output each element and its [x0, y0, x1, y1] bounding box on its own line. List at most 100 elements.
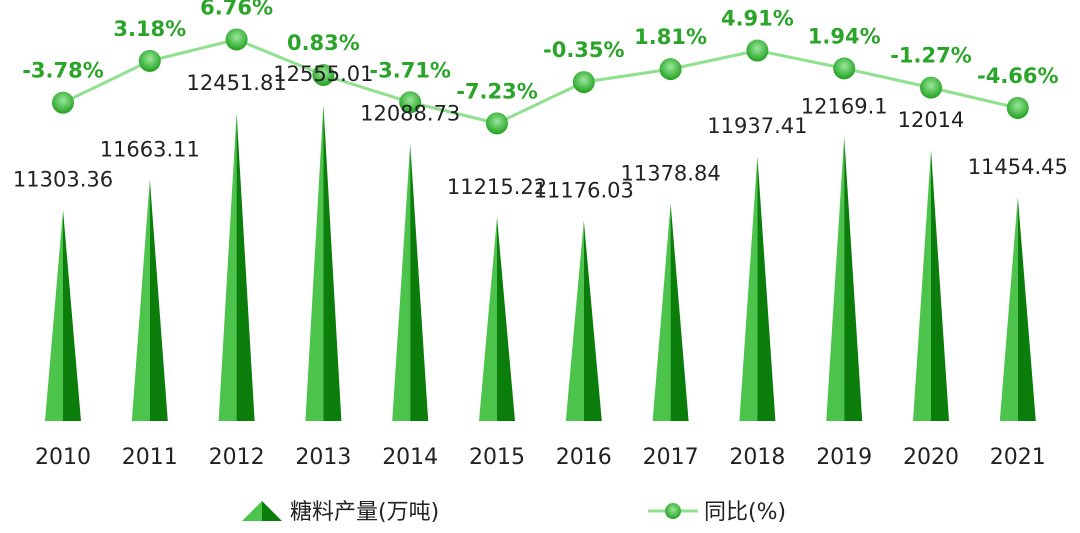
bar-left-face: [652, 203, 671, 421]
bar-2013: [305, 104, 342, 421]
yoy-point-2012: [225, 28, 248, 51]
legend: 糖料产量(万吨) 同比(%): [242, 500, 786, 525]
bar-2010: [45, 209, 81, 421]
legend-item-bar: 糖料产量(万吨): [242, 500, 439, 525]
x-tick-2011: 2011: [122, 445, 178, 470]
bar-left-face: [999, 196, 1018, 421]
bar-left-face: [826, 136, 845, 421]
yoy-point-2021: [1006, 96, 1029, 119]
yoy-value-label-2014: -3.71%: [369, 58, 451, 82]
bar-value-label-2014: 12088.73: [360, 101, 460, 125]
x-tick-2014: 2014: [382, 445, 438, 470]
bar-2012: [218, 112, 255, 421]
yoy-point-2018: [746, 39, 769, 62]
bar-value-label-2011: 11663.11: [100, 137, 200, 161]
yoy-point-2015: [486, 112, 508, 135]
yoy-line: [62, 37, 1019, 125]
bar-left-face: [305, 104, 324, 421]
bar-left-face: [45, 209, 63, 421]
bar-left-face: [131, 179, 150, 421]
x-tick-2019: 2019: [816, 445, 872, 470]
bar-right-face: [931, 149, 949, 421]
bar-2018: [739, 156, 776, 421]
x-tick-2017: 2017: [643, 445, 699, 470]
bar-value-label-2019: 12169.1: [801, 95, 888, 119]
bar-value-label-2013: 12555.01: [273, 62, 373, 86]
yoy-point-2020: [920, 76, 942, 99]
bar-value-label-2016: 11176.03: [534, 178, 634, 202]
yoy-point-2010: [52, 91, 74, 114]
bar-right-face: [497, 217, 515, 421]
bar-value-label-2010: 11303.36: [13, 168, 113, 192]
yoy-point-2014: [399, 91, 422, 114]
bar-left-face: [565, 220, 584, 421]
legend-marker-swatch: [665, 503, 681, 519]
bar-value-label-2020: 12014: [898, 108, 965, 132]
bar-left-face: [392, 143, 411, 422]
bar-right-face: [236, 112, 255, 421]
bar-value-label-2012: 12451.81: [186, 71, 286, 95]
yoy-point-2011: [138, 49, 161, 72]
yoy-point-2017: [659, 58, 682, 81]
yoy-value-label-2017: 1.81%: [634, 25, 707, 49]
x-tick-2020: 2020: [903, 445, 959, 470]
line-value-labels: -3.78% 3.18% 6.76% 0.83% -3.71%-7.23%-0.35% 1…: [22, 0, 1058, 103]
yoy-value-label-2018: 4.91%: [721, 7, 794, 31]
bar-right-face: [670, 203, 689, 421]
bar-right-face: [149, 179, 168, 421]
yoy-value-label-2021: -4.66%: [977, 64, 1059, 88]
bar-value-label-2018: 11937.41: [707, 114, 807, 138]
legend-bar-swatch: [242, 501, 262, 521]
x-tick-2021: 2021: [990, 445, 1046, 470]
x-tick-2010: 2010: [35, 445, 91, 470]
yoy-value-label-2019: 1.94%: [808, 24, 881, 48]
yoy-point-2016: [572, 71, 595, 94]
x-tick-2018: 2018: [729, 445, 785, 470]
bar-left-face: [913, 149, 931, 421]
bar-2017: [652, 203, 689, 421]
yoy-value-label-2012: 6.76%: [200, 0, 273, 19]
bar-2016: [565, 220, 602, 421]
bar-2014: [392, 143, 429, 422]
x-tick-2012: 2012: [209, 445, 265, 470]
bar-right-face: [63, 209, 81, 421]
bar-value-label-2015: 11215.22: [447, 175, 547, 199]
yoy-value-label-2011: 3.18%: [113, 17, 186, 41]
yoy-point-2013: [312, 64, 335, 87]
bar-right-face: [583, 220, 602, 421]
bar-2019: [826, 136, 863, 421]
legend-label-line: 同比(%): [704, 500, 786, 525]
bar-2011: [131, 179, 168, 421]
legend-label-bar: 糖料产量(万吨): [290, 500, 439, 525]
bar-2015: [479, 217, 515, 421]
yoy-value-label-2013: 0.83%: [287, 31, 360, 55]
bar-left-face: [218, 112, 237, 421]
bar-2020: [913, 149, 949, 421]
bar-right-face: [844, 136, 863, 421]
x-axis-tick-labels: 2010 2011 2012 2013 2014 2015 2016 2017 2018 2019…: [35, 445, 1046, 470]
yoy-point-2019: [833, 57, 856, 80]
bar-right-face: [1017, 196, 1036, 421]
yoy-value-label-2020: -1.27%: [890, 44, 972, 68]
legend-bar-swatch-dark: [262, 501, 282, 521]
yoy-value-label-2010: -3.78%: [22, 59, 104, 83]
bar-right-face: [410, 143, 429, 422]
bar-2021: [999, 196, 1036, 421]
x-tick-2016: 2016: [556, 445, 612, 470]
bar-left-face: [479, 217, 497, 421]
x-tick-2013: 2013: [295, 445, 351, 470]
bar-right-face: [757, 156, 776, 421]
x-tick-2015: 2015: [469, 445, 525, 470]
line-series: [52, 28, 1029, 135]
bar-right-face: [323, 104, 342, 421]
yoy-value-label-2016: -0.35%: [543, 38, 625, 62]
legend-item-line: 同比(%): [648, 500, 786, 525]
bar-left-face: [739, 156, 758, 421]
bar-value-label-2021: 11454.45: [968, 155, 1068, 179]
yoy-value-label-2015: -7.23%: [456, 79, 538, 103]
bar-series: [45, 104, 1036, 422]
bar-value-label-2017: 11378.84: [620, 161, 720, 185]
